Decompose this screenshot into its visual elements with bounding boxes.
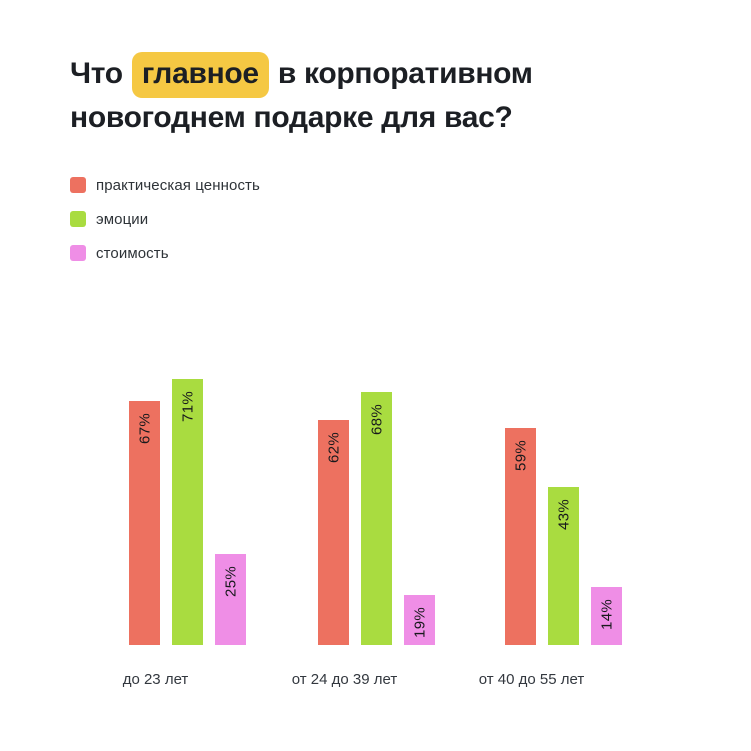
bar-emotions: 68% xyxy=(361,392,392,645)
legend-swatch-icon xyxy=(70,177,86,193)
bar-practical-value: 59% xyxy=(505,428,536,645)
bar-cost: 25% xyxy=(215,554,246,645)
legend-swatch-icon xyxy=(70,211,86,227)
bar-emotions: 71% xyxy=(172,379,203,645)
legend-label: эмоции xyxy=(96,210,149,228)
title-line1-rest: в корпоративном xyxy=(277,57,533,90)
title-highlight: главное xyxy=(131,52,269,98)
title-line2: новогоднем подарке для вас? xyxy=(70,101,513,134)
legend: практическая ценность эмоции стоимость xyxy=(70,177,260,279)
legend-swatch-icon xyxy=(70,245,86,261)
bar-value-label: 25% xyxy=(222,566,239,597)
category-label: до 23 лет xyxy=(122,671,189,688)
legend-label: практическая ценность xyxy=(96,176,260,194)
bar-value-label: 43% xyxy=(555,499,572,530)
bar-value-label: 59% xyxy=(512,440,529,471)
legend-item-emotions: эмоции xyxy=(70,210,260,228)
bar-value-label: 19% xyxy=(411,607,428,638)
bar-value-label: 62% xyxy=(325,432,342,463)
bar-cost: 19% xyxy=(404,595,435,645)
legend-item-practical-value: практическая ценность xyxy=(70,176,260,194)
bar-value-label: 14% xyxy=(598,599,615,630)
bar-value-label: 68% xyxy=(368,404,385,435)
legend-label: стоимость xyxy=(96,244,169,262)
bar-practical-value: 67% xyxy=(129,401,160,645)
page-title: Что главное в корпоративном новогоднем п… xyxy=(70,52,710,138)
title-prefix: Что xyxy=(70,57,123,90)
bar-group: 59% 43% 14% от 40 до 55 лет xyxy=(479,0,622,688)
bar-cost: 14% xyxy=(591,587,622,645)
bar-practical-value: 62% xyxy=(318,420,349,645)
bar-group: 67% 71% 25% до 23 лет xyxy=(123,0,246,688)
bar-value-label: 67% xyxy=(136,413,153,444)
bar-emotions: 43% xyxy=(548,487,579,645)
category-label: от 24 до 39 лет xyxy=(291,671,398,688)
bar-group: 62% 68% 19% от 24 до 39 лет xyxy=(292,0,435,688)
bar-value-label: 71% xyxy=(179,391,196,422)
legend-item-cost: стоимость xyxy=(70,244,260,262)
category-label: от 40 до 55 лет xyxy=(478,671,585,688)
